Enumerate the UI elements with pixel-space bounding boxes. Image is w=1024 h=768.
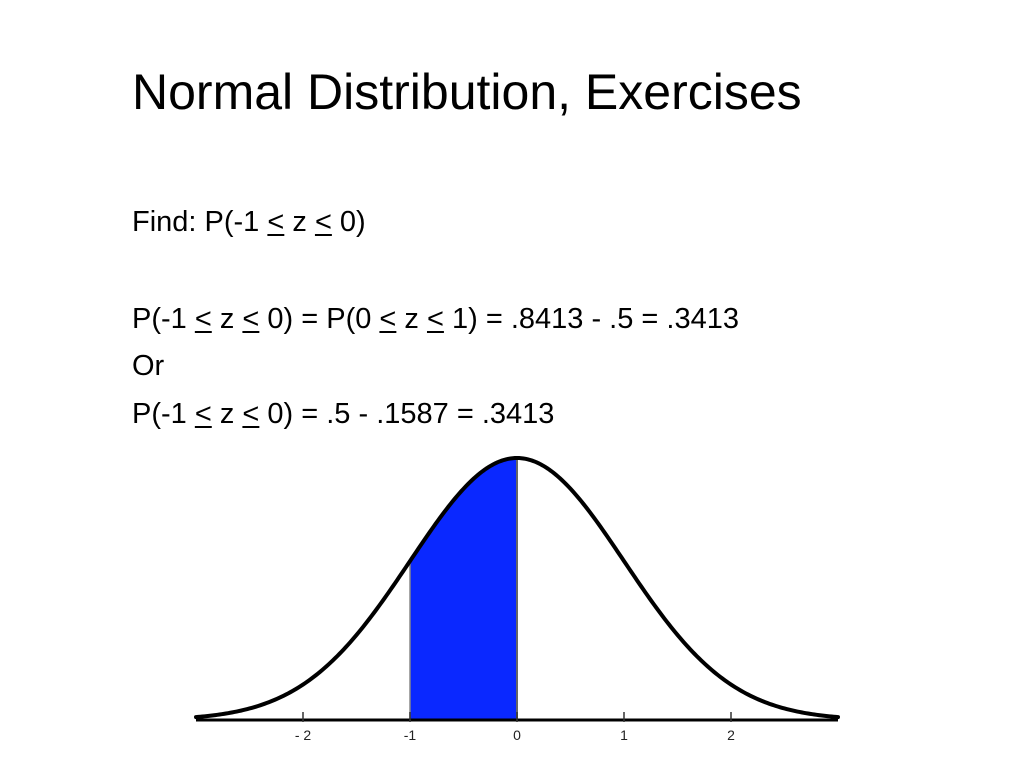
le-symbol: < bbox=[242, 398, 260, 430]
x-tick-label: 0 bbox=[513, 727, 521, 743]
slide-title: Normal Distribution, Exercises bbox=[132, 64, 802, 120]
eq1-part-5: 1) = .8413 - .5 = .3413 bbox=[443, 303, 739, 335]
eq1-part-2: z bbox=[211, 303, 243, 335]
shaded-area bbox=[410, 458, 517, 720]
eq2-part-1: P(-1 bbox=[132, 398, 195, 430]
eq1-part-3: 0) = P(0 bbox=[259, 303, 380, 335]
normal-curve bbox=[194, 456, 840, 720]
find-mid: z bbox=[284, 206, 315, 238]
x-tick-label: -1 bbox=[404, 727, 417, 743]
x-tick-label: 1 bbox=[620, 727, 628, 743]
le-symbol: < bbox=[426, 303, 444, 335]
eq1-part-4: z bbox=[396, 303, 427, 335]
x-tick-label: 2 bbox=[727, 727, 735, 743]
le-symbol: < bbox=[242, 303, 260, 335]
le-symbol: < bbox=[194, 398, 212, 430]
eq1-part-1: P(-1 bbox=[132, 303, 195, 335]
equation-line-1: P(-1 < z < 0) = P(0 < z < 1) = .8413 - .… bbox=[132, 302, 739, 337]
x-tick-label: - 2 bbox=[295, 727, 312, 743]
equation-line-2: P(-1 < z < 0) = .5 - .1587 = .3413 bbox=[132, 397, 554, 432]
le-symbol: < bbox=[267, 206, 285, 238]
le-symbol: < bbox=[379, 303, 397, 335]
eq2-part-3: 0) = .5 - .1587 = .3413 bbox=[259, 398, 555, 430]
le-symbol: < bbox=[314, 206, 332, 238]
find-prefix: Find: P(-1 bbox=[132, 206, 268, 238]
find-suffix: 0) bbox=[331, 206, 366, 238]
or-line: Or bbox=[132, 350, 165, 382]
le-symbol: < bbox=[194, 303, 212, 335]
find-line: Find: P(-1 < z < 0) bbox=[132, 205, 366, 240]
eq2-part-2: z bbox=[211, 398, 243, 430]
